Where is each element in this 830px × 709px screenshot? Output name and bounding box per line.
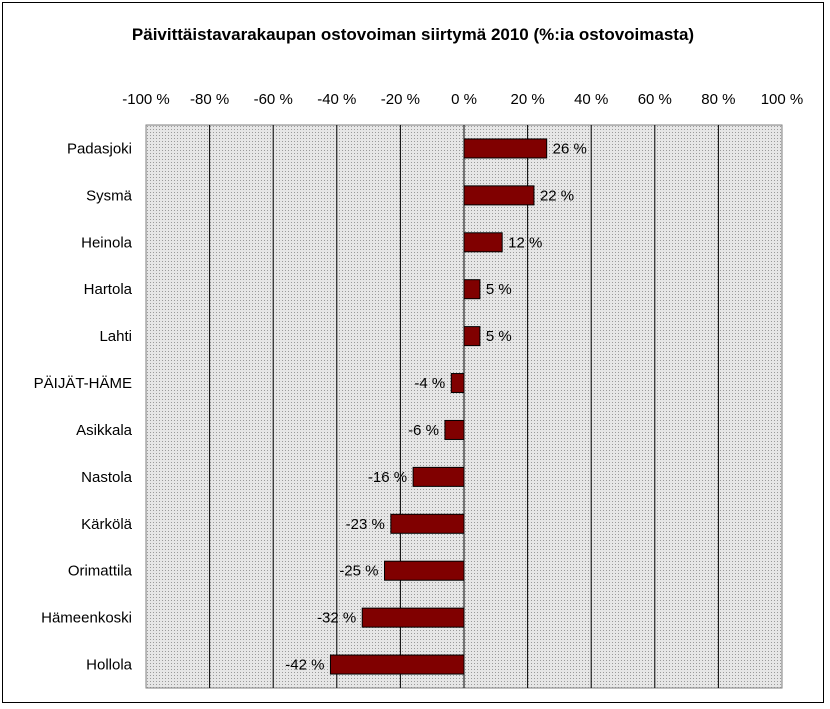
bar — [384, 560, 465, 581]
x-tick-label: 40 % — [574, 91, 608, 108]
data-label: 5 % — [486, 328, 512, 345]
data-label: -25 % — [339, 563, 378, 580]
category-label: Hartola — [84, 281, 133, 298]
data-label: 22 % — [540, 187, 574, 204]
category-label: Heinola — [81, 234, 133, 251]
data-label: -16 % — [368, 469, 407, 486]
bar — [463, 232, 503, 253]
bar — [463, 138, 548, 159]
x-tick-label: 100 % — [761, 91, 804, 108]
bar — [361, 607, 465, 628]
data-label: -6 % — [408, 422, 439, 439]
category-label: PÄIJÄT-HÄME — [34, 375, 132, 392]
data-label: -23 % — [346, 516, 385, 533]
data-label: 5 % — [486, 281, 512, 298]
x-tick-label: -60 % — [254, 91, 293, 108]
bar — [450, 373, 465, 394]
bar — [412, 466, 465, 487]
category-labels: Padasjoki Sysmä Heinola Hartola Lahti PÄIJÄT-… — [34, 140, 133, 673]
data-label: 26 % — [553, 140, 587, 157]
x-tick-label: -20 % — [381, 91, 420, 108]
x-tick-label: -40 % — [317, 91, 356, 108]
category-label: Lahti — [99, 328, 132, 345]
bars — [329, 138, 548, 675]
data-label: -42 % — [285, 657, 324, 674]
category-label: Padasjoki — [67, 140, 132, 157]
data-labels: 26 % 22 % 12 % 5 % 5 % -4 % -6 % -16 % -23 % -25 … — [285, 140, 587, 673]
x-tick-label: 20 % — [510, 91, 544, 108]
x-tick-label: -80 % — [190, 91, 229, 108]
x-tick-label: 0 % — [451, 91, 477, 108]
x-tick-label: -100 % — [122, 91, 170, 108]
gridlines — [209, 125, 719, 688]
category-label: Nastola — [81, 469, 133, 486]
chart-title: Päivittäistavarakaupan ostovoiman siirty… — [132, 25, 694, 44]
data-label: -4 % — [414, 375, 445, 392]
data-label: 12 % — [508, 234, 542, 251]
category-label: Hämeenkoski — [41, 610, 132, 627]
bar — [463, 185, 535, 206]
bar — [463, 279, 481, 300]
category-label: Hollola — [86, 657, 133, 674]
bar — [444, 419, 465, 440]
category-label: Kärkölä — [81, 516, 133, 533]
category-label: Orimattila — [68, 563, 133, 580]
bar — [463, 326, 481, 347]
bar — [329, 654, 465, 675]
x-axis-ticks: -100 % -80 % -60 % -40 % -20 % 0 % 20 % 40 % 60 … — [122, 91, 803, 108]
category-label: Asikkala — [76, 422, 133, 439]
x-tick-label: 80 % — [701, 91, 735, 108]
x-tick-label: 60 % — [638, 91, 672, 108]
bar — [390, 513, 465, 534]
category-label: Sysmä — [86, 187, 133, 204]
data-label: -32 % — [317, 610, 356, 627]
